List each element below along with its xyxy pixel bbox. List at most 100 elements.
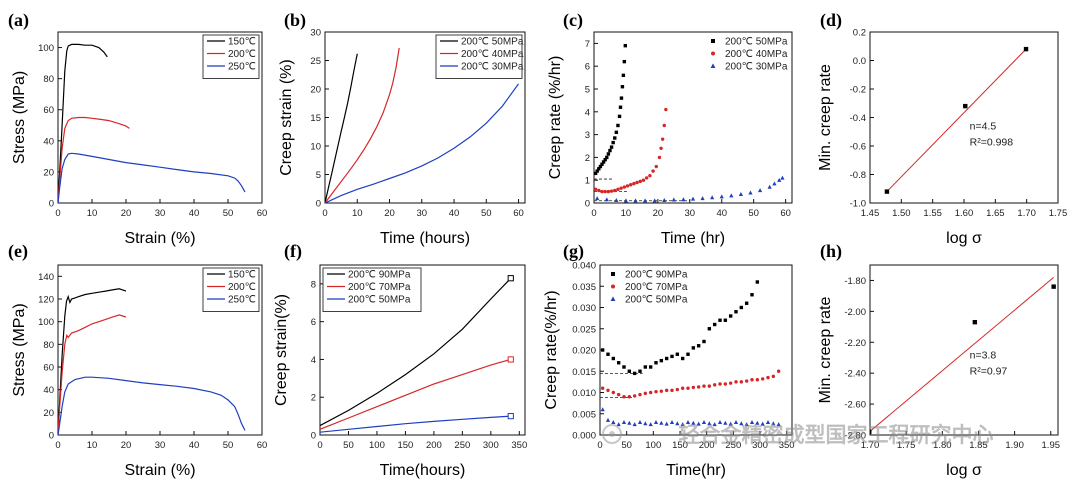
- y-axis-title: Creep rate (%/hr): [547, 56, 564, 180]
- series-1-point: [611, 140, 615, 145]
- x-tick-label: 10: [352, 208, 363, 219]
- y-tick-label: 0: [49, 431, 54, 442]
- series-2-point: [635, 180, 639, 185]
- y-tick-label: 5: [316, 170, 321, 181]
- x-axis-title: Strain (%): [124, 230, 195, 247]
- series-2-point: [644, 176, 649, 180]
- x-tick-label: 150: [672, 440, 688, 451]
- series-3-point: [772, 181, 777, 186]
- annotation-text: R²=0.998: [970, 136, 1014, 148]
- series-3-point: [707, 421, 712, 426]
- chart-d: (d) 1.45 1.50 1.55 1.60 1.65 1.70 1.75 -1.0 -0.8 -…: [817, 10, 1067, 247]
- y-tick-label: 80: [43, 340, 54, 351]
- x-tick-label: 1.70: [1017, 208, 1036, 219]
- x-tick-label: 0: [597, 440, 602, 451]
- x-tick-label: 50: [223, 208, 234, 219]
- y-tick-label: 0.010: [572, 388, 596, 399]
- series-1-point: [744, 301, 749, 305]
- y-tick-label: 0.000: [572, 431, 596, 442]
- legend-entry: 200℃ 40MPa: [725, 49, 788, 60]
- y-tick-label: -1.0: [850, 199, 866, 210]
- x-tick-label: 60: [257, 440, 268, 451]
- legend-box: [202, 267, 260, 312]
- x-tick-label: 1.75: [897, 440, 916, 451]
- x-tick-label: 200: [699, 440, 715, 451]
- series-3-point: [717, 419, 723, 424]
- series-3-line: [320, 415, 511, 433]
- legend-entry: 200℃: [228, 49, 256, 60]
- series-3-point: [675, 421, 680, 426]
- y-axis-title: Stress (MPa): [11, 303, 28, 396]
- series-2-point: [718, 382, 722, 386]
- series-1-point: [723, 318, 728, 322]
- series-2-point: [755, 378, 760, 382]
- series-2-point: [643, 391, 648, 396]
- series-1-point: [707, 327, 712, 331]
- series-2-point: [707, 384, 712, 388]
- chart-b: (b) 0 10 20 30 40 50 60 0 5 10 15 20 25 30 Time (hours)…: [278, 10, 526, 247]
- y-tick-label: 5: [585, 85, 590, 96]
- series-3-point: [710, 195, 715, 200]
- series-2-point: [606, 388, 610, 393]
- x-tick-label: 300: [752, 440, 768, 451]
- series-3-point: [627, 420, 632, 425]
- series-3-point: [681, 197, 686, 202]
- x-tick-label: 10: [87, 440, 98, 451]
- series-3-point: [738, 192, 744, 197]
- annotation-text: n=3.8: [970, 350, 997, 362]
- series-2-point: [771, 374, 776, 379]
- series-1-point: [632, 371, 637, 376]
- series-1-point: [595, 169, 599, 173]
- series-3-point: [690, 196, 696, 201]
- chart-c: (c) 0 10 20 30 40 50 60 0 1 2 3 4 5 6 7 Time (hr) Creep r…: [547, 10, 793, 247]
- series-3-point: [632, 422, 637, 427]
- y-tick-label: -0.4: [850, 113, 866, 124]
- series-1-point: [605, 155, 609, 160]
- series-1-point: [617, 114, 622, 119]
- series-2-point: [632, 394, 637, 398]
- x-tick-label: 100: [645, 440, 661, 451]
- plot-area: [884, 46, 1029, 194]
- y-axis-title: Min. creep rate: [817, 64, 834, 171]
- y-tick-label: 60: [43, 105, 54, 116]
- y-tick-label: 25: [310, 56, 321, 67]
- series-1-point: [702, 339, 706, 344]
- x-tick-label: 50: [223, 440, 234, 451]
- series-2-line: [320, 358, 511, 430]
- series-1-point: [608, 148, 612, 153]
- y-tick-label: 20: [310, 85, 321, 96]
- panel-label: (f): [284, 241, 302, 262]
- x-tick-label: 1.75: [1049, 208, 1068, 219]
- x-tick-label: 0: [55, 208, 60, 219]
- chart-a: (a) 0 10 20 30 40 50 60 0 20 40 60 80 100 Strain (%) St…: [8, 10, 267, 247]
- panel-label: (e): [8, 241, 28, 262]
- x-tick-label: 300: [483, 440, 499, 451]
- series-3-point: [701, 419, 707, 424]
- x-tick-label: 1.60: [955, 208, 974, 219]
- series-3-point: [642, 198, 648, 203]
- series-3-point: [771, 421, 776, 426]
- series-1-point: [614, 130, 619, 135]
- x-tick-label: 50: [621, 440, 632, 451]
- y-tick-label: 0.035: [572, 282, 596, 293]
- series-3-point: [659, 420, 664, 425]
- plot-frame: [319, 264, 526, 436]
- y-tick-label: 0.030: [572, 303, 596, 314]
- series-3-point: [600, 407, 605, 412]
- series-1-point: [670, 354, 674, 359]
- series-2-point: [625, 184, 630, 188]
- x-tick-label: 250: [454, 440, 470, 451]
- series-2-point: [702, 384, 706, 388]
- series-1-point: [622, 365, 626, 369]
- series-1-point: [606, 352, 610, 356]
- series-2-point: [654, 389, 658, 394]
- series-3-point: [648, 422, 653, 427]
- series-1-point: [734, 310, 738, 314]
- y-tick-label: -0.8: [850, 170, 866, 181]
- panel-label: (b): [284, 10, 306, 31]
- series-1-point: [597, 167, 601, 171]
- plot-area: [594, 43, 785, 203]
